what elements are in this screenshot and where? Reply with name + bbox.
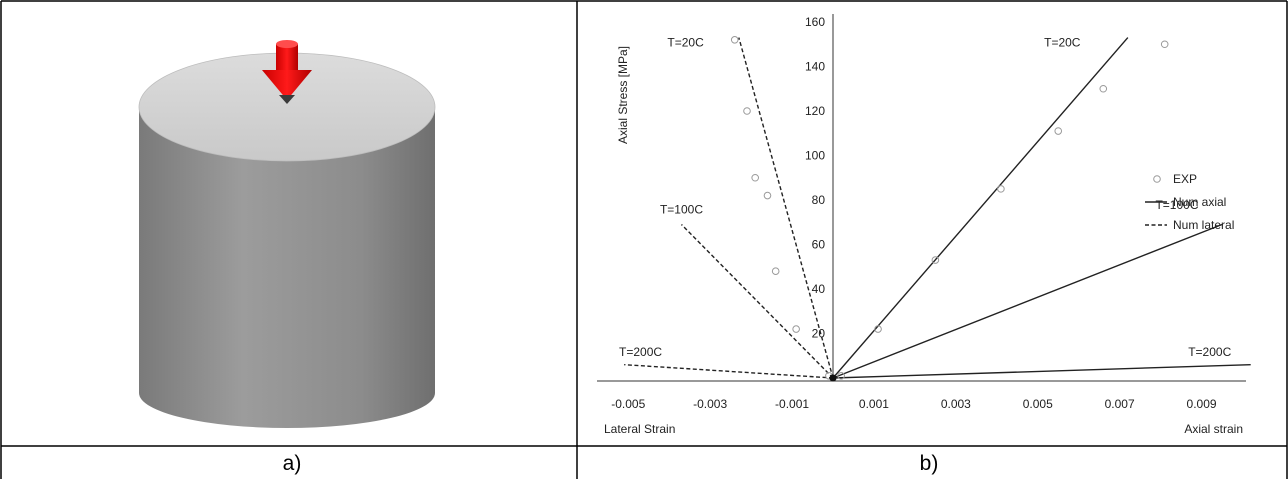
cylinder-model: [138, 40, 436, 428]
y-tick-label: 20: [812, 327, 826, 341]
exp-point-10: [763, 191, 772, 200]
exp-point-1: [874, 325, 882, 333]
y-tick-label: 120: [805, 104, 825, 118]
series-line-2: [832, 363, 1251, 379]
x-tick-label: -0.005: [611, 397, 645, 411]
temperature-annotation: T=20C: [1044, 35, 1081, 49]
legend-marker-exp: [1153, 175, 1161, 183]
series-line-3: [738, 37, 834, 379]
temperature-annotation: T=200C: [619, 345, 662, 359]
exp-point-8: [792, 325, 800, 333]
exp-point-0: [837, 371, 845, 380]
x-tick-label: -0.001: [775, 397, 809, 411]
load-arrow-icon: [262, 40, 312, 104]
y-tick-label: 100: [805, 149, 825, 163]
exp-point-5: [1099, 84, 1108, 93]
exp-point-3: [997, 185, 1005, 193]
exp-point-9: [771, 267, 780, 276]
chart-legend: EXP Num axial Num lateral: [1145, 172, 1234, 232]
y-tick-label: 140: [805, 60, 825, 74]
y-tick-label: 160: [805, 15, 825, 29]
series-line-5: [624, 363, 834, 379]
legend-entry-label: Num axial: [1173, 195, 1226, 209]
x-tick-label: -0.003: [693, 397, 727, 411]
lateral-strain-label: Lateral Strain: [604, 422, 675, 436]
y-tick-label: 60: [812, 238, 826, 252]
series-line-0: [832, 37, 1129, 379]
axial-strain-label: Axial strain: [1184, 422, 1243, 436]
y-tick-label: 80: [812, 193, 826, 207]
cylinder-side: [139, 107, 435, 428]
panel-b-caption: b): [919, 452, 939, 475]
exp-point-6: [1160, 40, 1169, 49]
exp-point-12: [743, 107, 751, 115]
series-line-4: [680, 223, 834, 379]
y-tick-label: 40: [812, 282, 826, 296]
temperature-annotation: T=100C: [660, 202, 703, 216]
x-tick-label: 0.009: [1187, 397, 1217, 411]
exp-point-2: [931, 256, 940, 264]
temperature-annotation: T=200C: [1188, 345, 1231, 359]
x-tick-label: 0.003: [941, 397, 971, 411]
x-tick-label: 0.005: [1023, 397, 1053, 411]
series-line-1: [832, 223, 1223, 379]
exp-point-13: [730, 36, 739, 44]
y-axis-label: Axial Stress [MPa]: [616, 46, 630, 144]
legend-entry-label: Num lateral: [1173, 218, 1234, 232]
stress-strain-chart: -0.005 -0.003 -0.001 0.001 0.003 0.005 0.007 0.…: [597, 14, 1251, 436]
panel-a-caption: a): [282, 452, 302, 475]
exp-point-4: [1054, 127, 1063, 135]
x-tick-label: 0.007: [1105, 397, 1135, 411]
x-tick-label: 0.001: [859, 397, 889, 411]
temperature-annotation: T=20C: [667, 35, 704, 49]
origin-point: [829, 374, 837, 382]
legend-entry-label: EXP: [1173, 172, 1197, 186]
exp-point-11: [751, 173, 759, 182]
